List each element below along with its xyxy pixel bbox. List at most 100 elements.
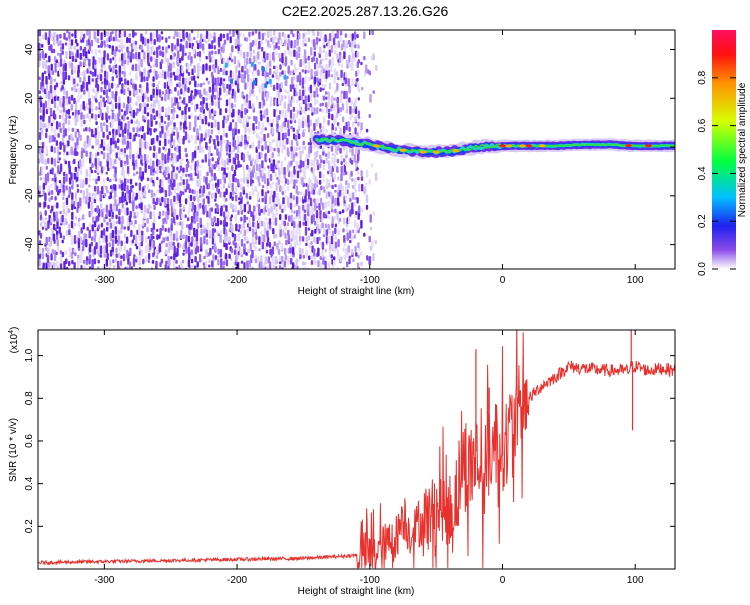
spectrogram-cell — [322, 211, 326, 219]
spectrogram-cell — [95, 106, 98, 111]
spectrogram-cell — [349, 147, 352, 153]
spectrogram-cell — [302, 89, 305, 96]
spectrogram-cell — [249, 42, 252, 51]
spectrogram-cell — [319, 154, 322, 160]
spectrogram-cell — [251, 228, 255, 238]
spectrogram-cell — [185, 248, 188, 254]
spectrogram-cell — [111, 30, 114, 35]
spectrogram-cell — [304, 266, 307, 269]
spectrogram-cell — [197, 62, 200, 70]
spectrogram-cell — [47, 65, 50, 74]
spectrogram-cell — [136, 108, 139, 114]
spectrogram-cell — [327, 215, 331, 220]
spectrogram-cell — [203, 88, 206, 95]
spectrogram-cell — [237, 135, 240, 145]
spectrogram-cell — [254, 223, 257, 232]
spectrogram-cell — [230, 214, 234, 218]
spectrogram-cell — [278, 224, 282, 230]
spectrogram-cell — [276, 138, 279, 147]
spectrogram-cell — [289, 192, 293, 199]
spectrogram-cell — [328, 249, 332, 254]
spectrogram-cell — [67, 108, 70, 115]
spectrogram-cell — [261, 185, 265, 189]
spectrogram-cell — [315, 44, 318, 49]
spectrogram-cell — [214, 77, 217, 86]
spectrogram-cell — [239, 164, 242, 168]
spectrogram-cell — [165, 260, 168, 265]
snr-x-axis: -300 -200 -100 0 100 — [94, 330, 644, 586]
spectrogram-cell — [341, 83, 345, 87]
spectrogram-cell — [111, 239, 115, 247]
spectrogram-cell — [176, 38, 179, 47]
spectrogram-cell — [115, 253, 118, 258]
spectrogram-cell — [217, 77, 220, 86]
spectrogram-cell — [174, 87, 177, 92]
spectrogram-cell — [208, 145, 211, 154]
spectrogram-cell — [323, 116, 326, 124]
spectrogram-cell — [248, 100, 251, 109]
spectrogram-cell — [146, 44, 150, 53]
spectrogram-cell — [167, 173, 170, 179]
spectrogram-cell — [190, 173, 193, 181]
spectrogram-cell — [210, 44, 213, 49]
spectrogram-cell — [203, 255, 206, 260]
spectrogram-cell — [44, 158, 47, 165]
spectrogram-cell — [88, 58, 91, 67]
spectrogram-cell — [124, 78, 127, 85]
spectrogram-cell — [54, 128, 57, 138]
snr-multiplier-close: ) — [9, 327, 20, 330]
spectrogram-cell — [334, 234, 338, 241]
spectrogram-cell — [234, 153, 238, 159]
spectrogram-cell — [198, 125, 202, 131]
spectrogram-cell — [54, 196, 57, 201]
spectrogram-cell — [127, 96, 130, 104]
spectrogram-cell — [323, 44, 326, 49]
spectrogram-cell — [279, 57, 282, 62]
spectrogram-cell — [289, 243, 293, 248]
spectrogram-cell — [50, 145, 53, 153]
spectrogram-cell — [322, 150, 325, 156]
spectrogram-cell — [249, 242, 252, 251]
spectrogram-cell — [190, 101, 194, 106]
spectrogram-cell — [166, 197, 170, 205]
spectrogram-cell — [276, 127, 279, 133]
spectrogram-cell — [190, 258, 194, 264]
spectrogram-cell — [88, 30, 91, 40]
spectrogram-cell — [243, 70, 246, 79]
spectrogram-cell — [143, 204, 147, 213]
spectrogram-cell — [201, 118, 204, 125]
spectrogram-cell — [317, 247, 320, 257]
spectrogram-cell — [44, 53, 47, 59]
spectrogram-cell — [188, 33, 191, 42]
spectrogram-cell — [59, 58, 63, 67]
spectrogram-cell — [45, 59, 48, 63]
spectrogram-cell — [150, 94, 153, 101]
spectrogram-cell — [158, 211, 162, 217]
spectrogram-cell — [45, 75, 48, 85]
spectrogram-cell — [94, 59, 97, 65]
spectrogram-cell — [47, 204, 50, 209]
spectrogram-cell — [343, 217, 346, 225]
spectrogram-cell — [254, 30, 258, 34]
colorbar: 0.00.20.40.60.8 Normalized spectral ampl… — [697, 30, 748, 276]
spectrogram-cell — [50, 217, 53, 223]
spectrogram-cell — [38, 258, 41, 267]
spectrogram-cell — [199, 194, 202, 198]
spectrogram-cell — [257, 176, 260, 183]
spectrogram-cell — [73, 97, 76, 104]
spectrogram-cell — [229, 52, 232, 58]
spectrogram-cell — [121, 83, 124, 90]
spectrogram-cell — [312, 213, 315, 222]
spectrogram-cell — [225, 70, 228, 76]
spectrogram-cell — [150, 165, 153, 173]
spectrogram-cell — [41, 217, 45, 223]
spectrogram-cell — [316, 198, 319, 206]
spectrogram-cell — [41, 141, 45, 149]
spectrogram-cell — [240, 178, 243, 183]
spectrogram-cell — [375, 65, 378, 71]
spectrogram-cell — [167, 255, 170, 262]
spectrogram-cell — [99, 245, 103, 255]
spectrogram-cell — [223, 166, 226, 175]
spectrogram-cell — [348, 97, 351, 103]
